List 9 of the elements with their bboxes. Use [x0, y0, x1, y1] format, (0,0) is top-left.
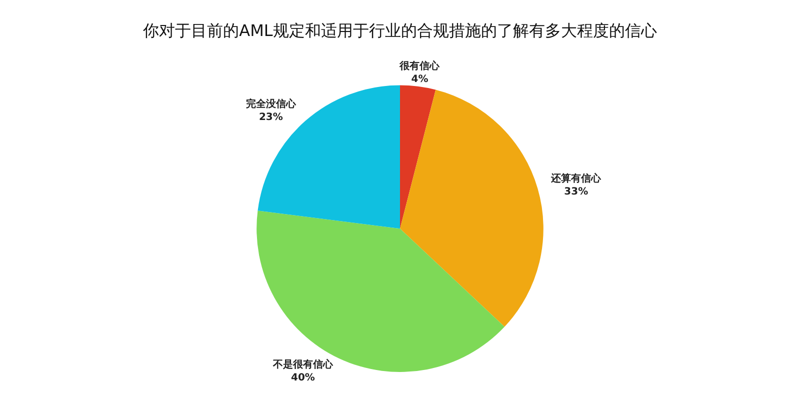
chart-title: 你对于目前的AML规定和适用于行业的合规措施的了解有多大程度的信心 [142, 20, 657, 40]
slice-label: 还算有信心 [550, 172, 602, 184]
slice-label: 不是很有信心 [272, 358, 334, 371]
data-label: 23% [258, 112, 283, 124]
slice-label: 很有信心 [398, 60, 441, 72]
data-label: 33% [564, 186, 588, 198]
slice-label: 完全没信心 [246, 98, 297, 110]
data-label: 4% [411, 74, 428, 86]
data-label: 40% [291, 372, 315, 384]
